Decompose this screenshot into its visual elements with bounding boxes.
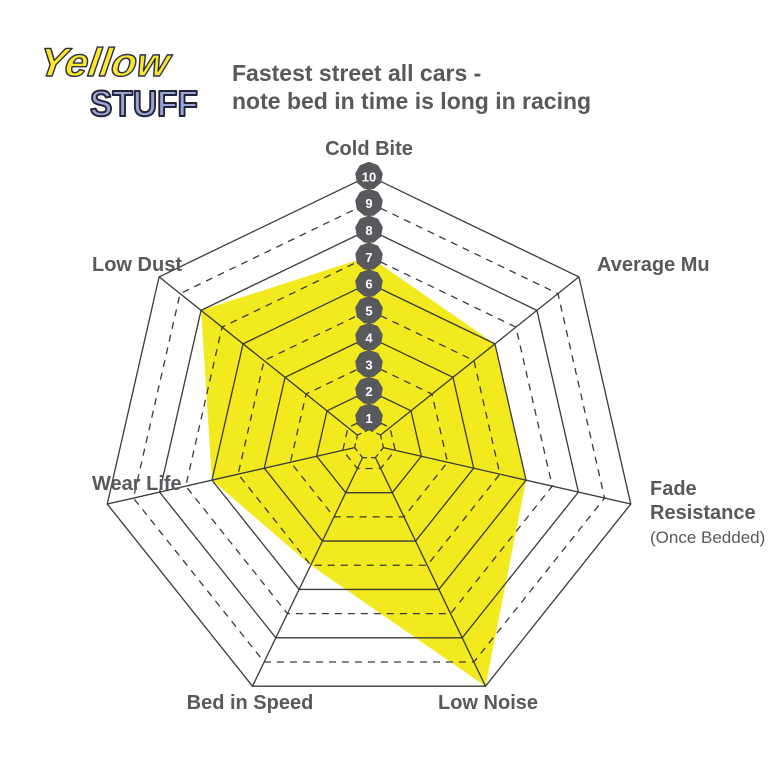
svg-text:Fade: Fade (650, 478, 697, 500)
svg-text:Wear Life: Wear Life (92, 473, 182, 495)
svg-text:10: 10 (362, 169, 376, 184)
svg-text:Low Dust: Low Dust (92, 254, 182, 276)
svg-text:6: 6 (365, 277, 372, 292)
svg-text:5: 5 (365, 304, 372, 319)
svg-text:(Once Bedded): (Once Bedded) (650, 528, 765, 547)
svg-text:2: 2 (365, 384, 372, 399)
svg-text:Fastest street all cars -: Fastest street all cars - (232, 60, 481, 86)
svg-text:4: 4 (365, 330, 373, 345)
svg-text:Low Noise: Low Noise (438, 692, 538, 714)
svg-text:8: 8 (365, 223, 372, 238)
svg-text:1: 1 (365, 411, 372, 426)
svg-text:Average Mu: Average Mu (597, 254, 710, 276)
svg-text:Yellow: Yellow (42, 40, 175, 85)
svg-text:3: 3 (365, 357, 372, 372)
svg-text:7: 7 (365, 250, 372, 265)
svg-text:note bed in time is long in ra: note bed in time is long in racing (232, 88, 591, 114)
svg-text:Cold Bite: Cold Bite (325, 138, 413, 160)
svg-text:Bed in Speed: Bed in Speed (187, 692, 314, 714)
svg-text:STUFF: STUFF (90, 83, 198, 124)
svg-text:9: 9 (365, 196, 372, 211)
svg-text:Resistance: Resistance (650, 502, 756, 524)
